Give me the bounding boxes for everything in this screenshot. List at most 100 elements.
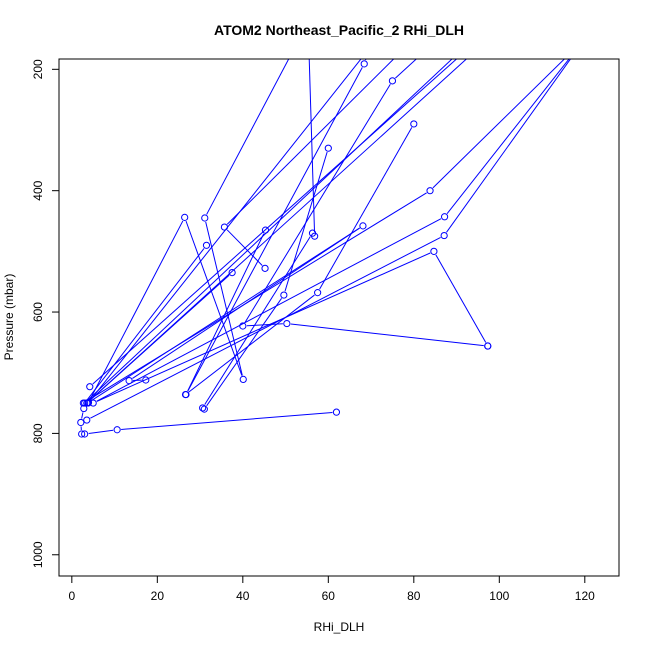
series (182, 59, 368, 399)
series (79, 59, 566, 407)
series (81, 59, 453, 407)
data-point (261, 264, 269, 272)
x-tick-label: 0 (68, 589, 75, 603)
series-segment (121, 411, 333, 430)
series-segment (92, 59, 458, 385)
y-tick-label: 400 (31, 180, 45, 200)
series-segment (435, 254, 487, 343)
data-point (199, 404, 207, 412)
data-point (332, 408, 341, 416)
y-tick-label: 600 (31, 302, 45, 322)
series-segment (432, 59, 566, 189)
series-segment (187, 67, 363, 392)
series-segment (86, 248, 205, 401)
data-point (77, 418, 85, 427)
series-segment (89, 59, 468, 401)
y-axis-label: Pressure (mbar) (2, 274, 16, 361)
data-point (440, 213, 449, 221)
series (200, 144, 332, 413)
x-tick-label: 20 (151, 589, 165, 603)
data-point (440, 231, 448, 240)
data-point (78, 430, 86, 438)
data-point (239, 375, 247, 383)
data-point (430, 247, 438, 255)
x-tick-label: 40 (236, 589, 250, 603)
plot-area (77, 59, 572, 438)
series-segment (90, 236, 441, 419)
series-segment (88, 429, 114, 434)
data-point (81, 399, 89, 407)
series (83, 59, 468, 407)
y-tick-label: 800 (31, 423, 45, 443)
data-point (261, 226, 270, 234)
x-axis-label: RHi_DLH (314, 620, 365, 634)
series-segment (226, 59, 395, 225)
series (220, 59, 395, 272)
data-point (388, 77, 397, 85)
series (86, 59, 458, 391)
series-segment (89, 220, 184, 400)
series-segment (91, 227, 360, 401)
data-point (239, 322, 247, 330)
series-segment (446, 59, 572, 233)
series-segment (205, 221, 243, 376)
x-tick-label: 60 (322, 589, 336, 603)
data-point (311, 232, 319, 240)
series-segment (206, 298, 282, 407)
data-point (228, 268, 236, 277)
series-segment (319, 127, 413, 290)
data-point (426, 187, 434, 195)
data-point (182, 390, 190, 399)
y-tick-label: 1000 (31, 541, 45, 568)
series-segment (308, 59, 316, 233)
data-point (324, 144, 332, 152)
series-segment (226, 229, 263, 266)
series-segment (87, 59, 453, 401)
series (83, 59, 572, 424)
series-segment (395, 59, 418, 79)
y-axis: 200 400 600 800 1000 (31, 59, 60, 568)
data-point (314, 289, 322, 297)
data-point (410, 120, 418, 128)
series-segment (81, 412, 84, 419)
x-tick-label: 80 (407, 589, 421, 603)
data-point (200, 405, 208, 413)
series (84, 59, 367, 407)
series-segment (206, 59, 290, 215)
data-point (280, 291, 288, 299)
series-segment (86, 192, 427, 402)
series-segment (446, 59, 570, 214)
x-tick-label: 120 (575, 589, 595, 603)
data-point (360, 60, 368, 68)
data-point (484, 342, 492, 350)
data-point (83, 399, 91, 407)
series-segment (290, 323, 484, 347)
data-point (86, 383, 94, 391)
x-tick-label: 100 (489, 589, 509, 603)
series-segment (90, 59, 362, 401)
data-point (202, 241, 211, 249)
series-segment (96, 218, 442, 402)
data-point (81, 430, 89, 438)
data-point (80, 404, 88, 413)
series (239, 59, 492, 350)
data-point (283, 319, 291, 328)
series-segment (96, 252, 431, 402)
series-segment (244, 83, 391, 323)
series (89, 59, 570, 407)
data-point (113, 426, 121, 434)
series-segment (187, 233, 265, 392)
data-point (181, 213, 189, 221)
y-tick-label: 200 (31, 59, 45, 79)
series-segment (284, 151, 328, 292)
data-point (142, 376, 150, 384)
chart-title: ATOM2 Northeast_Pacific_2 RHi_DLH (214, 22, 464, 38)
data-point (201, 214, 209, 222)
series-segment (185, 220, 243, 376)
data-point (125, 377, 133, 385)
x-axis: 0 20 40 60 80 100 120 (68, 575, 595, 603)
data-point (359, 222, 367, 230)
series-segment (132, 227, 360, 379)
